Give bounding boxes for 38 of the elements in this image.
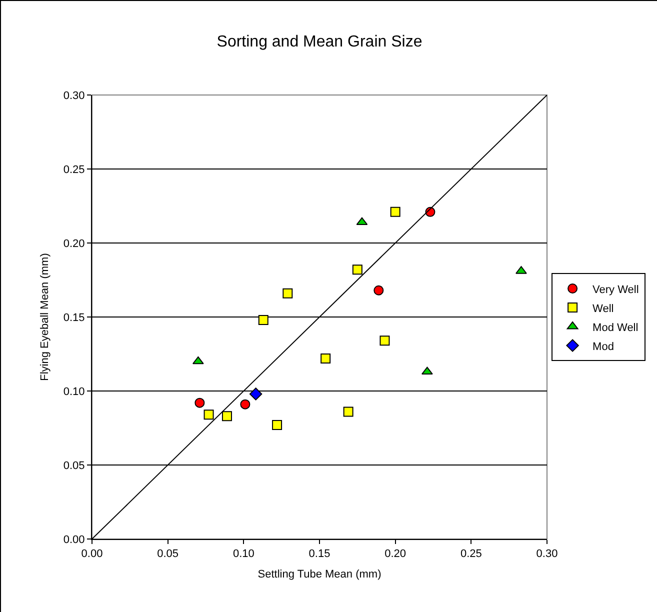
point xyxy=(421,366,433,375)
x-tick-label: 0.10 xyxy=(232,548,254,560)
x-tick-label: 0.00 xyxy=(81,548,103,560)
point xyxy=(272,420,282,430)
legend-label: Mod Well xyxy=(592,322,638,334)
point xyxy=(204,410,214,420)
point xyxy=(356,217,368,226)
point xyxy=(192,356,204,364)
point xyxy=(380,336,390,346)
point xyxy=(240,399,250,410)
legend-label: Mod xyxy=(592,340,614,353)
y-tick-label: 0.00 xyxy=(63,534,85,546)
x-axis-title: Settling Tube Mean (mm) xyxy=(258,568,382,580)
x-tick-label: 0.30 xyxy=(536,548,558,560)
point xyxy=(320,353,331,364)
legend-label: Well xyxy=(592,302,614,315)
point xyxy=(194,398,205,408)
x-tick-label: 0.15 xyxy=(308,548,330,560)
x-tick-label: 0.25 xyxy=(460,548,482,560)
y-tick-label: 0.20 xyxy=(63,238,85,250)
y-tick-label: 0.15 xyxy=(63,312,85,324)
point xyxy=(282,288,293,298)
x-tick-label: 0.05 xyxy=(157,548,179,560)
point xyxy=(343,406,354,417)
point xyxy=(249,388,262,400)
y-tick-label: 0.10 xyxy=(63,386,85,398)
legend-label: Very Well xyxy=(592,284,639,296)
x-tick-label: 0.20 xyxy=(384,548,406,560)
y-tick-label: 0.05 xyxy=(63,460,85,472)
y-axis-title: Flying Eyeball Mean (mm) xyxy=(39,253,52,381)
point xyxy=(390,206,400,217)
point xyxy=(258,314,268,325)
chart-title: Sorting and Mean Grain Size xyxy=(216,33,422,50)
point xyxy=(352,264,362,275)
y-tick-label: 0.30 xyxy=(63,90,85,102)
point xyxy=(222,411,232,422)
point xyxy=(374,285,384,296)
y-tick-label: 0.25 xyxy=(63,164,85,176)
